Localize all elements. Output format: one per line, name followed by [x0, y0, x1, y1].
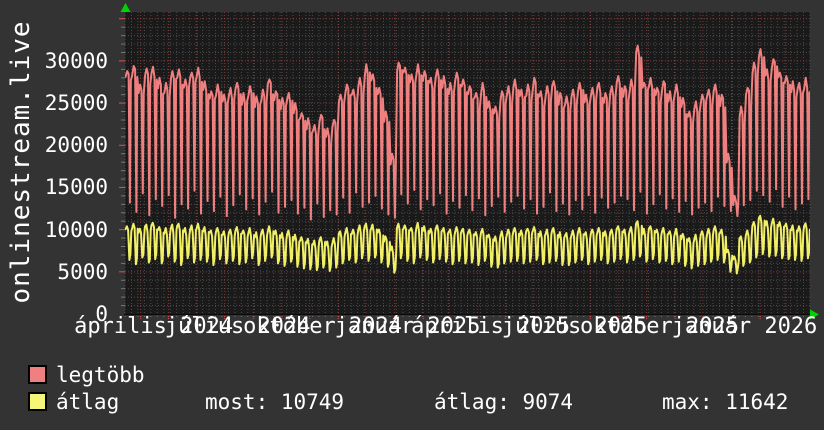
x-axis-arrow-icon — [810, 309, 819, 320]
legend-label-legtobb: legtöbb — [56, 363, 145, 387]
stat-most: most: 10749 — [205, 390, 345, 414]
y-tick-label: 5000 — [57, 259, 108, 284]
x-tick-label: október 2024 — [243, 314, 403, 339]
y-axis-arrow-icon — [120, 3, 131, 12]
x-tick-label: október 2025 — [580, 314, 739, 339]
y-tick-label: 30000 — [44, 48, 108, 73]
x-tick-label: január 2026 — [671, 314, 818, 339]
y-tick-label: 10000 — [44, 217, 108, 242]
y-tick-label: 20000 — [44, 133, 108, 158]
y-tick-label: 25000 — [44, 91, 108, 116]
y-tick-label: 0 — [95, 302, 108, 326]
x-tick-label: július 2025 — [501, 314, 648, 339]
x-tick-label: január 2025 — [334, 314, 481, 339]
stat-atlag: átlag: 9074 — [434, 390, 574, 414]
x-tick-label: július 2024 — [164, 314, 311, 339]
stat-max: max: 11642 — [662, 390, 789, 414]
y-tick-label: 15000 — [44, 175, 108, 200]
x-tick-label: április 2024 — [74, 314, 234, 339]
legend-swatch-legtobb — [28, 365, 47, 384]
legend-label-atlag: átlag — [56, 390, 120, 414]
x-tick-label: április 2025 — [411, 314, 571, 339]
legend-swatch-atlag — [28, 392, 47, 411]
